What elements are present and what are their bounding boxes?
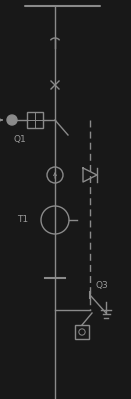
Text: Q1: Q1: [14, 135, 26, 144]
Text: T1: T1: [17, 215, 28, 225]
Text: Q3: Q3: [96, 281, 109, 290]
Bar: [27, 112, 43, 128]
Bar: [75, 325, 89, 339]
Circle shape: [7, 115, 17, 125]
